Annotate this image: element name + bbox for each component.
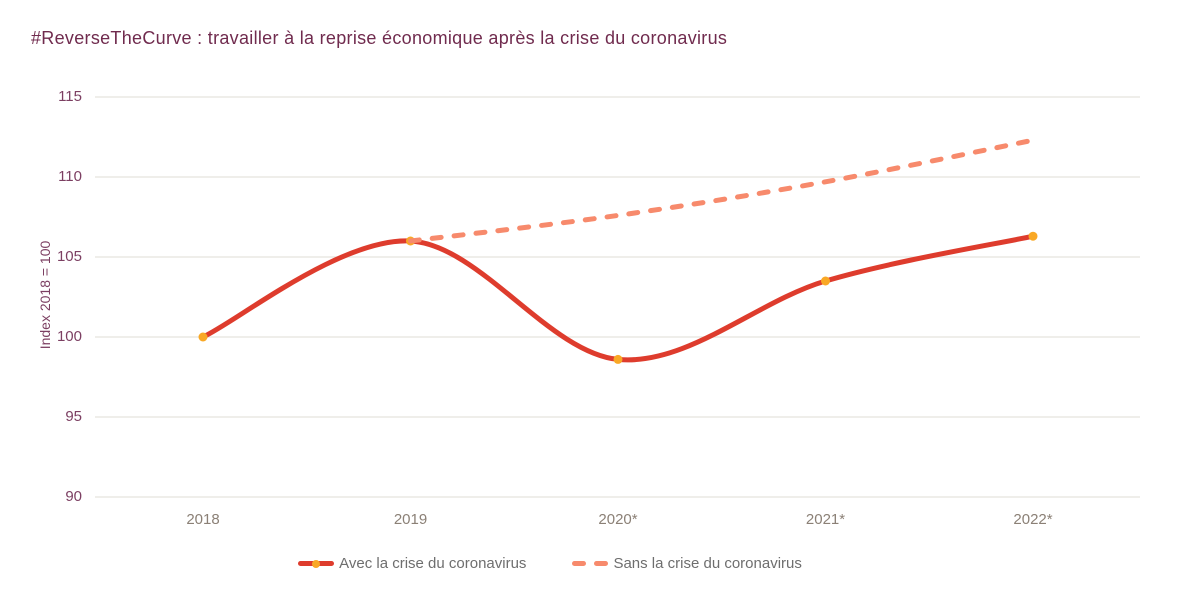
solid-line-icon <box>298 559 335 568</box>
y-tick-label: 90 <box>65 488 82 505</box>
x-tick-label: 2018 <box>186 511 220 528</box>
y-tick-label: 110 <box>58 168 82 185</box>
data-point-marker <box>198 332 208 342</box>
legend: Avec la crise du coronavirus Sans la cri… <box>0 555 1100 572</box>
data-point-marker <box>1028 231 1038 241</box>
legend-item-sans-crise[interactable]: Sans la crise du coronavirus <box>572 555 802 572</box>
marker-dot-icon <box>312 559 321 568</box>
chart-title: #ReverseTheCurve : travailler à la repri… <box>31 28 728 48</box>
y-tick-label: 95 <box>65 408 82 425</box>
x-tick-label: 2021* <box>805 511 846 528</box>
y-tick-label: 115 <box>58 88 82 105</box>
series-line-avec <box>200 233 1036 363</box>
data-point-marker <box>613 354 623 364</box>
series-line-sans <box>408 137 1036 244</box>
data-point-marker <box>821 276 830 286</box>
y-tick-label: 100 <box>56 328 82 345</box>
x-tick-label: 2020* <box>598 511 638 528</box>
x-tick-label: 2019 <box>393 511 428 528</box>
dashed-line-icon <box>572 561 609 566</box>
y-tick-label: 105 <box>56 248 82 265</box>
legend-label-avec: Avec la crise du coronavirus <box>339 555 527 572</box>
x-tick-label: 2022* <box>1013 511 1053 528</box>
legend-label-sans: Sans la crise du coronavirus <box>613 555 802 572</box>
legend-item-avec-crise[interactable]: Avec la crise du coronavirus <box>298 555 526 572</box>
